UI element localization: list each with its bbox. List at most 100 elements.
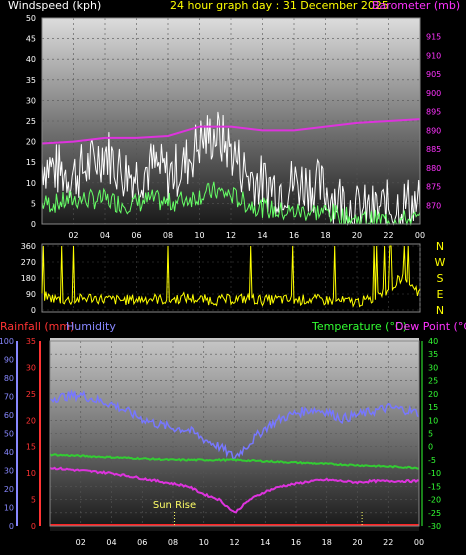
- thermo-x-tick-label: 16: [291, 538, 301, 547]
- wind-x-tick-label: 16: [289, 231, 299, 240]
- barometer-line: [41, 118, 421, 145]
- windspeed-axis-label: Windspeed (kph): [8, 0, 101, 12]
- rainfall-y-tick-label: 35: [26, 337, 36, 346]
- barometer-y-tick-label: 870: [426, 201, 441, 210]
- wind-x-tick-label: 12: [226, 231, 236, 240]
- humidity-y-axis-ticks: 0 10 20 30 40 50 60 70 80 90 100: [0, 337, 18, 531]
- thermo-x-tick-label: 14: [260, 538, 270, 547]
- compass-label: E: [437, 288, 444, 301]
- humidity-y-tick-label: 40: [4, 448, 14, 457]
- wind-direction-line: [41, 245, 421, 308]
- barometer-y-tick-label: 890: [426, 126, 441, 135]
- thermo-x-tick-label: 10: [199, 538, 209, 547]
- thermo-x-axis-ticks: 02 04 06 08 10 12 14 16 18 20 22 00: [76, 538, 424, 547]
- direction-y-axis-ticks: 0 90 180 270 360: [21, 242, 36, 315]
- wind-y-tick-label: 0: [31, 220, 36, 229]
- wind-y-tick-label: 5: [31, 199, 36, 208]
- thermo-panel-border: [49, 340, 420, 527]
- direction-y-tick-label: 0: [31, 306, 36, 315]
- compass-label: N: [436, 304, 444, 317]
- humidity-y-tick-label: 70: [4, 393, 14, 402]
- temperature-axis-label: Temperature (°C): [311, 320, 407, 333]
- thermo-x-tick-label: 04: [106, 538, 116, 547]
- wind-panel-series: [41, 17, 421, 226]
- wind-y-tick-label: 50: [26, 14, 36, 23]
- temperature-y-tick-label: -30: [428, 522, 441, 531]
- thermo-panel-series: [49, 340, 420, 527]
- temperature-y-axis-ticks: -30 -25 -20 -15 -10 -5 0 5 10 15 20 25 30 35 40: [421, 337, 441, 531]
- wind-gust-line: [41, 111, 421, 226]
- temperature-y-tick-label: 30: [428, 363, 438, 372]
- compass-label: S: [437, 272, 444, 285]
- wind-y-tick-label: 35: [26, 76, 36, 85]
- thermo-x-tick-label: 06: [137, 538, 147, 547]
- temperature-y-tick-label: 40: [428, 337, 438, 346]
- wind-y-tick-label: 40: [26, 55, 36, 64]
- temperature-y-tick-label: 0: [428, 443, 433, 452]
- humidity-y-tick-label: 60: [4, 411, 14, 420]
- wind-x-tick-label: 20: [352, 231, 362, 240]
- temperature-line: [49, 453, 420, 470]
- dewpoint-line: [49, 466, 420, 514]
- compass-label: W: [435, 256, 446, 269]
- wind-y-tick-label: 10: [26, 179, 36, 188]
- temperature-y-tick-label: -5: [428, 456, 436, 465]
- wind-y-tick-label: 25: [26, 117, 36, 126]
- chart-date-title: 24 hour graph day : 31 December 2025: [170, 0, 389, 12]
- direction-panel-grid: [42, 245, 421, 311]
- temperature-y-tick-label: 5: [428, 430, 433, 439]
- wind-panel-border: [41, 17, 421, 225]
- temperature-y-tick-label: 35: [428, 350, 438, 359]
- barometer-y-tick-label: 880: [426, 164, 441, 173]
- temperature-y-tick-label: -10: [428, 469, 441, 478]
- temperature-y-tick-label: 15: [428, 403, 438, 412]
- temperature-y-tick-label: 10: [428, 416, 438, 425]
- humidity-y-tick-label: 80: [4, 374, 14, 383]
- humidity-y-tick-label: 30: [4, 467, 14, 476]
- wind-x-tick-label: 04: [100, 231, 110, 240]
- thermo-x-tick-label: 12: [229, 538, 239, 547]
- direction-panel-series: [41, 245, 421, 308]
- humidity-axis-label: Humidity: [66, 320, 116, 333]
- barometer-y-tick-label: 885: [426, 145, 441, 154]
- barometer-y-tick-label: 895: [426, 108, 441, 117]
- barometer-axis-label: Barometer (mb): [372, 0, 460, 12]
- temperature-y-tick-label: 20: [428, 390, 438, 399]
- rainfall-y-tick-label: 25: [26, 390, 36, 399]
- humidity-y-tick-label: 50: [4, 430, 14, 439]
- thermo-x-tick-label: 02: [76, 538, 86, 547]
- wind-x-tick-label: 00: [415, 231, 425, 240]
- rainfall-y-tick-label: 0: [31, 522, 36, 531]
- rainfall-y-tick-label: 20: [26, 416, 36, 425]
- wind-x-tick-label: 02: [68, 231, 78, 240]
- rainfall-y-axis-ticks: 0 5 10 15 20 25 30 35: [26, 337, 41, 531]
- wind-x-tick-label: 14: [257, 231, 267, 240]
- temperature-y-tick-label: -20: [428, 496, 441, 505]
- humidity-y-tick-label: 10: [4, 504, 14, 513]
- direction-y-tick-label: 90: [26, 290, 36, 299]
- dewpoint-axis-label: Dew Point (°C): [395, 320, 466, 333]
- wind-y-tick-label: 30: [26, 96, 36, 105]
- thermo-x-tick-label: 22: [383, 538, 393, 547]
- barometer-y-tick-label: 905: [426, 70, 441, 79]
- rainfall-y-tick-label: 30: [26, 363, 36, 372]
- sunrise-annotation: Sun Rise: [153, 500, 196, 511]
- barometer-y-tick-label: 900: [426, 89, 441, 98]
- direction-y-tick-label: 270: [21, 258, 36, 267]
- wind-x-tick-label: 10: [194, 231, 204, 240]
- humidity-y-tick-label: 0: [9, 522, 14, 531]
- wind-x-tick-label: 22: [383, 231, 393, 240]
- barometer-y-tick-label: 875: [426, 183, 441, 192]
- rainfall-y-tick-label: 15: [26, 443, 36, 452]
- rainfall-axis-label: Rainfall (mm): [0, 320, 74, 333]
- wind-y-tick-label: 15: [26, 158, 36, 167]
- temperature-y-tick-label: 25: [428, 377, 438, 386]
- barometer-y-axis-ticks: 870 875 880 885 890 895 900 905 910 915: [426, 33, 441, 211]
- wind-y-tick-label: 45: [26, 35, 36, 44]
- temperature-y-tick-label: -15: [428, 482, 441, 491]
- thermo-x-tick-label: 08: [168, 538, 178, 547]
- barometer-y-tick-label: 915: [426, 33, 441, 42]
- humidity-y-tick-label: 90: [4, 356, 14, 365]
